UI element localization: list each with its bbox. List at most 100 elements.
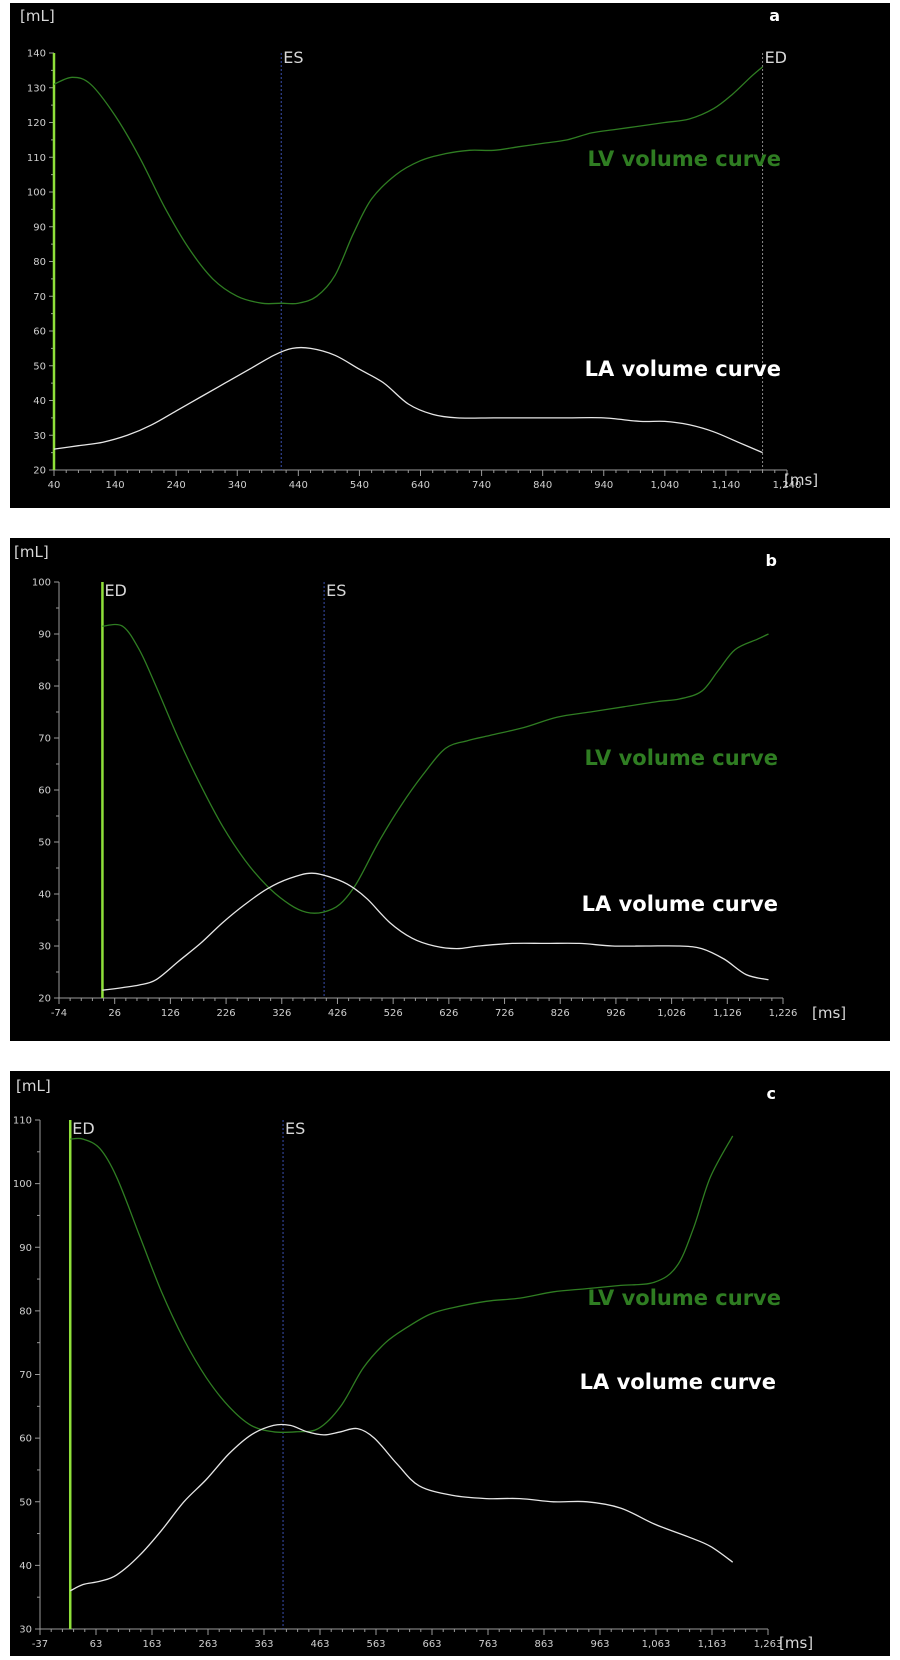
marker-label-ed-b: ED: [104, 581, 126, 600]
x-tick-label-b: 926: [606, 1008, 625, 1019]
x-tick-label-b: 126: [161, 1008, 180, 1019]
series-line-la-volume-curve-b: [102, 872, 769, 991]
y-tick-label-c: 70: [19, 1370, 32, 1381]
y-tick-label-b: 60: [38, 786, 51, 797]
y-tick-label-a: 60: [33, 327, 46, 338]
y-tick-label-a: 120: [27, 118, 46, 129]
x-tick-label-b: 826: [551, 1008, 570, 1019]
x-tick-label-b: 726: [495, 1008, 514, 1019]
marker-label-es-c: ES: [285, 1119, 305, 1138]
x-tick-label-c: -37: [32, 1639, 48, 1650]
x-tick-label-a: 1,040: [651, 480, 680, 491]
x-tick-label-b: 626: [439, 1008, 458, 1019]
series-line-lv-volume-curve-c: [70, 1135, 734, 1434]
marker-label-es-a: ES: [283, 48, 303, 67]
y-tick-label-a: 20: [33, 466, 46, 477]
x-tick-label-c: 663: [422, 1639, 441, 1650]
x-tick-label-a: 40: [48, 480, 61, 491]
x-tick-label-b: 426: [328, 1008, 347, 1019]
x-tick-label-a: 640: [411, 480, 430, 491]
y-tick-label-a: 110: [27, 153, 46, 164]
chart-panel-c: 30 40 50 60 70 80 90 100 110 -37 63 163 263 363 463 563…: [10, 1071, 890, 1656]
y-tick-label-b: 100: [32, 578, 51, 589]
series-line-lv-volume-curve-b: [102, 623, 769, 914]
chart-panel-a: 20 30 40 50 60 70 80 90 100 110 120 130 140 40 140 240 3…: [10, 3, 890, 508]
x-tick-label-a: 840: [533, 480, 552, 491]
y-tick-label-c: 90: [19, 1243, 32, 1254]
y-axis-unit-b: [mL]: [14, 543, 49, 561]
x-tick-label-c: 163: [142, 1639, 161, 1650]
x-tick-label-a: 1,140: [712, 480, 741, 491]
x-tick-label-c: 963: [590, 1639, 609, 1650]
x-tick-label-c: 1,163: [698, 1639, 727, 1650]
y-tick-label-c: 50: [19, 1497, 32, 1508]
x-axis-unit-b: [ms]: [812, 1004, 846, 1022]
y-tick-label-b: 50: [38, 838, 51, 849]
y-tick-label-c: 30: [19, 1625, 32, 1636]
x-tick-label-c: 363: [254, 1639, 273, 1650]
marker-label-es-b: ES: [326, 581, 346, 600]
x-tick-label-a: 440: [289, 480, 308, 491]
y-tick-label-a: 40: [33, 396, 46, 407]
y-tick-label-c: 110: [13, 1116, 32, 1127]
y-tick-label-c: 60: [19, 1434, 32, 1445]
y-tick-label-a: 70: [33, 292, 46, 303]
y-tick-label-b: 70: [38, 734, 51, 745]
x-tick-label-a: 140: [106, 480, 125, 491]
x-tick-label-c: 263: [198, 1639, 217, 1650]
chart-svg-a: 20 30 40 50 60 70 80 90 100 110 120 130 140 40 140 240 3…: [20, 6, 818, 491]
x-tick-label-a: 1,240: [773, 480, 802, 491]
marker-label-ed-c: ED: [72, 1119, 94, 1138]
y-tick-label-b: 30: [38, 942, 51, 953]
y-tick-label-a: 30: [33, 431, 46, 442]
x-tick-label-c: 463: [310, 1639, 329, 1650]
y-tick-label-a: 80: [33, 257, 46, 268]
y-axis-unit-a: [mL]: [20, 7, 55, 25]
x-axis-unit-c: [ms]: [779, 1634, 813, 1652]
x-tick-label-a: 540: [350, 480, 369, 491]
x-tick-label-b: 1,126: [713, 1008, 742, 1019]
series-label-lv-volume-curve-a: LV volume curve: [588, 147, 781, 171]
y-tick-label-c: 40: [19, 1561, 32, 1572]
chart-panel-b: 20 30 40 50 60 70 80 90 100 -74 26 126 226 326 426 526 6…: [10, 538, 890, 1041]
marker-label-ed-a: ED: [765, 48, 787, 67]
x-tick-label-b: 26: [108, 1008, 121, 1019]
panel-letter-c: c: [767, 1084, 776, 1103]
x-tick-label-b: 1,026: [657, 1008, 686, 1019]
series-label-la-volume-curve-a: LA volume curve: [585, 357, 781, 381]
series-label-lv-volume-curve-b: LV volume curve: [585, 746, 778, 770]
y-tick-label-b: 80: [38, 682, 51, 693]
y-tick-label-b: 20: [38, 994, 51, 1005]
x-axis-unit-a: [ms]: [784, 471, 818, 489]
y-axis-unit-c: [mL]: [16, 1077, 51, 1095]
y-tick-label-a: 130: [27, 83, 46, 94]
y-tick-label-b: 40: [38, 890, 51, 901]
panel-letter-a: a: [769, 6, 780, 25]
x-tick-label-a: 740: [472, 480, 491, 491]
x-tick-label-b: 326: [272, 1008, 291, 1019]
x-tick-label-c: 1,063: [642, 1639, 671, 1650]
x-tick-label-b: -74: [51, 1008, 67, 1019]
series-line-la-volume-curve-c: [69, 1423, 734, 1592]
x-tick-label-a: 240: [167, 480, 186, 491]
series-label-la-volume-curve-c: LA volume curve: [580, 1370, 776, 1394]
y-tick-label-c: 80: [19, 1306, 32, 1317]
chart-svg-b: 20 30 40 50 60 70 80 90 100 -74 26 126 226 326 426 526 6…: [14, 543, 846, 1022]
chart-svg-c: 30 40 50 60 70 80 90 100 110 -37 63 163 263 363 463 563…: [13, 1077, 813, 1652]
x-tick-label-c: 763: [478, 1639, 497, 1650]
series-line-lv-volume-curve-a: [53, 66, 764, 305]
series-label-lv-volume-curve-c: LV volume curve: [588, 1286, 781, 1310]
y-tick-label-c: 100: [13, 1179, 32, 1190]
y-tick-label-a: 50: [33, 361, 46, 372]
x-tick-label-c: 563: [366, 1639, 385, 1650]
x-tick-label-a: 340: [228, 480, 247, 491]
series-line-la-volume-curve-a: [53, 346, 763, 454]
series-label-la-volume-curve-b: LA volume curve: [582, 892, 778, 916]
x-tick-label-b: 526: [384, 1008, 403, 1019]
y-tick-label-a: 90: [33, 222, 46, 233]
x-tick-label-b: 1,226: [769, 1008, 798, 1019]
y-tick-label-a: 140: [27, 49, 46, 60]
x-tick-label-b: 226: [217, 1008, 236, 1019]
x-tick-label-c: 1,263: [754, 1639, 783, 1650]
x-tick-label-c: 863: [534, 1639, 553, 1650]
